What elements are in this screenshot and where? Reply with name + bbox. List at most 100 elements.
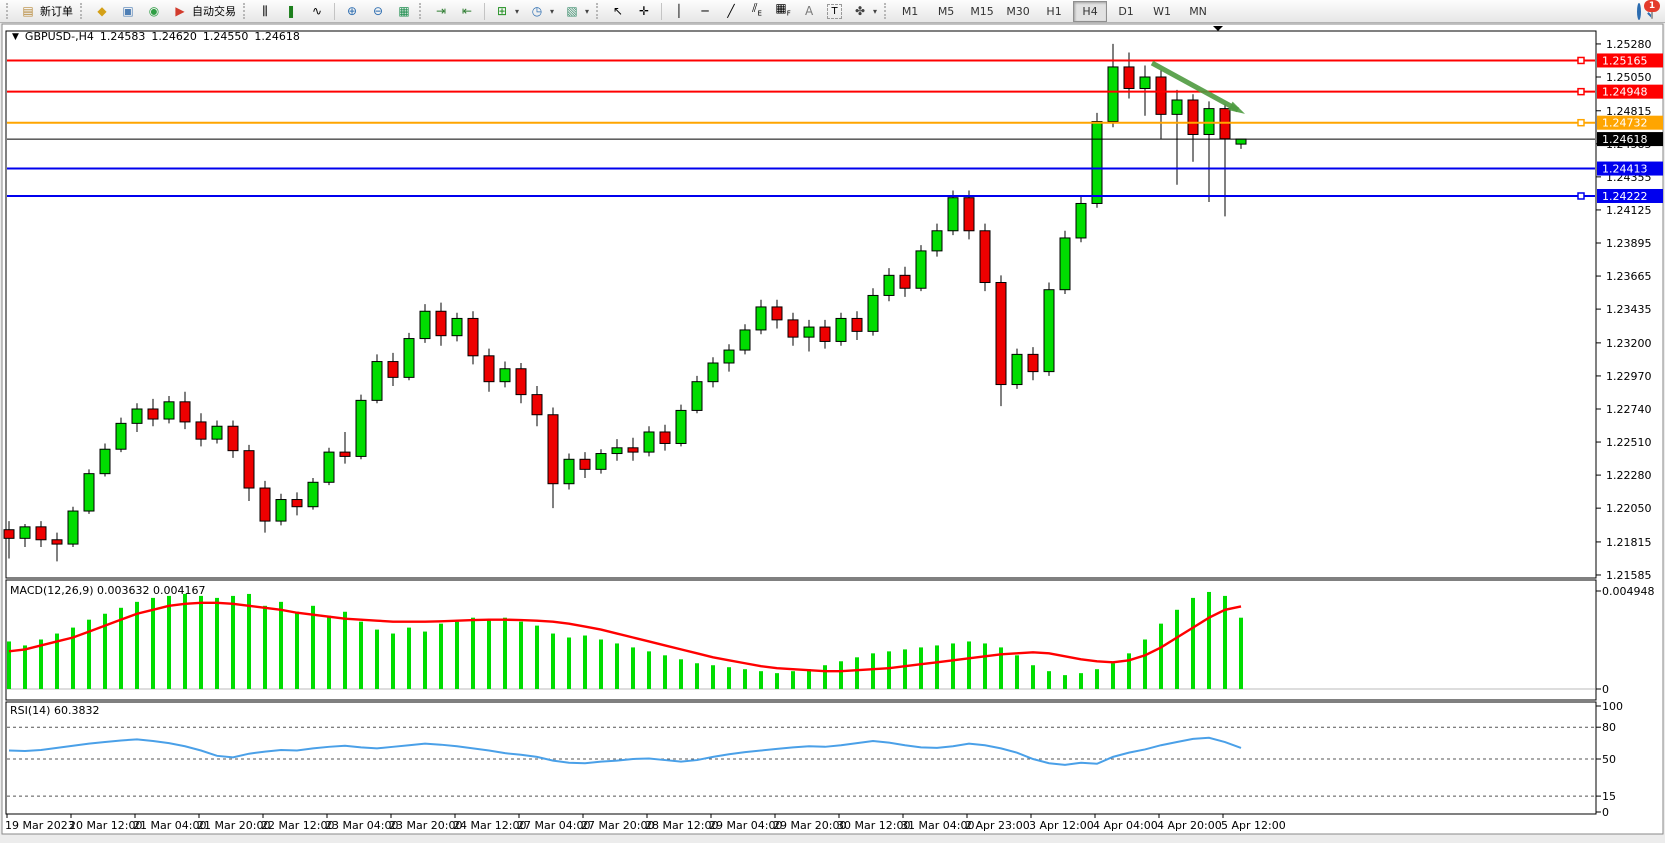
date-tick: 31 Mar 04:00 (901, 819, 974, 832)
terminal-button[interactable]: ▣ (115, 1, 141, 22)
level-price-label: 1.24413 (1602, 163, 1648, 176)
tile-windows-button[interactable]: ▦ (391, 1, 417, 22)
fibonacci-button[interactable]: ▦F (770, 1, 796, 22)
toolbar-grip[interactable] (6, 3, 11, 19)
arrows-button[interactable]: ✤ ▾ (847, 1, 882, 22)
templates-button[interactable]: ▧ ▾ (559, 1, 594, 22)
radar-icon: ◉ (148, 4, 160, 18)
line-chart-icon: ∿ (311, 4, 323, 18)
price-tick: 1.23435 (1606, 303, 1652, 316)
rsi-name: RSI(14) (10, 704, 51, 717)
candlestick-mode-button[interactable]: ❚ (278, 1, 304, 22)
timeframe-button-W1[interactable]: W1 (1153, 4, 1171, 18)
svg-text:100: 100 (1602, 700, 1623, 713)
trendline-button[interactable]: ╱ (718, 1, 744, 22)
autotrading-label: 自动交易 (192, 5, 236, 18)
trend-arrow-annotation (1150, 60, 1240, 113)
autotrading-button[interactable]: ▶ 自动交易 (167, 1, 241, 22)
text-label-button[interactable]: T (822, 1, 847, 22)
new-order-button[interactable]: ▤ 新订单 (15, 1, 78, 22)
notifications-button[interactable]: 1 (1644, 0, 1660, 19)
auto-scroll-button[interactable]: ⇥ (428, 1, 454, 22)
chevron-down-icon: ▾ (585, 6, 590, 16)
toolbar-grip[interactable] (596, 3, 601, 19)
price-tick: 1.22050 (1606, 502, 1652, 515)
symbol-dropdown-icon[interactable]: ▼ (12, 31, 19, 42)
price-tick: 1.21815 (1606, 536, 1652, 549)
svg-text:0.004948: 0.004948 (1602, 585, 1655, 598)
text-label-icon: T (827, 3, 843, 19)
level-price-label: 1.24732 (1602, 117, 1648, 130)
macd-name: MACD(12,26,9) (10, 584, 94, 597)
equidistant-channel-icon: ⫽E (752, 1, 762, 18)
toolbar-separator (484, 2, 485, 20)
price-tick: 1.25280 (1606, 38, 1652, 51)
chart-shift-marker (1213, 26, 1223, 31)
bar-chart-mode-button[interactable]: ⫼ (252, 1, 278, 22)
zoom-out-icon: ⊖ (372, 4, 384, 18)
price-tick: 1.23895 (1606, 237, 1652, 250)
date-tick: 21 Mar 20:00 (197, 819, 270, 832)
macd-label: MACD(12,26,9) 0.003632 0.004167 (10, 584, 206, 597)
price-tick: 1.25050 (1606, 71, 1652, 84)
zoom-out-button[interactable]: ⊖ (365, 1, 391, 22)
periods-button[interactable]: ◷ ▾ (524, 1, 559, 22)
chevron-down-icon: ▾ (550, 6, 555, 16)
new-order-icon: ▤ (22, 4, 34, 18)
equidistant-channel-button[interactable]: ⫽E (744, 1, 770, 22)
date-tick: 3 Apr 12:00 (1029, 819, 1094, 832)
vertical-line-button[interactable]: │ (666, 1, 692, 22)
date-tick: 4 Apr 20:00 (1157, 819, 1222, 832)
zoom-in-button[interactable]: ⊕ (339, 1, 365, 22)
cursor-button[interactable]: ↖ (605, 1, 631, 22)
main-toolbar: ▤ 新订单 ◆ ▣ ◉ ▶ 自动交易 ⫼ ❚ ∿ ⊕ ⊖ ▦ ⇥ (0, 0, 1665, 23)
timeframe-button-M5[interactable]: M5 (937, 4, 955, 18)
date-tick: 29 Mar 04:00 (709, 819, 782, 832)
timeframe-button-MN[interactable]: MN (1189, 4, 1207, 18)
date-tick: 21 Mar 04:00 (133, 819, 206, 832)
price-tick: 1.24125 (1606, 204, 1652, 217)
level-price-label: 1.25165 (1602, 54, 1648, 67)
open-value: 1.24583 (99, 30, 146, 43)
chevron-down-icon: ▾ (515, 6, 520, 16)
bar-chart-icon: ⫼ (262, 4, 268, 18)
tile-windows-icon: ▦ (398, 4, 410, 18)
indicators-button[interactable]: ⊞ ▾ (489, 1, 524, 22)
timeframe-button-M15[interactable]: M15 (970, 4, 994, 18)
macd-signal-value: 0.004167 (153, 584, 206, 597)
crosshair-button[interactable]: ✛ (631, 1, 657, 22)
price-tick: 1.23665 (1606, 270, 1652, 283)
price-tick: 1.23200 (1606, 337, 1652, 350)
line-chart-mode-button[interactable]: ∿ (304, 1, 330, 22)
timeframe-button-H1[interactable]: H1 (1046, 4, 1062, 18)
toolbar-grip[interactable] (243, 3, 248, 19)
timeframe-button-H4[interactable]: H4 (1073, 0, 1108, 22)
toolbar-grip[interactable] (80, 3, 85, 19)
chart-shift-button[interactable]: ⇤ (454, 1, 480, 22)
text-button[interactable]: A (796, 1, 822, 22)
toolbar-grip[interactable] (884, 3, 889, 19)
date-tick: 22 Mar 12:00 (261, 819, 334, 832)
clock-icon: ◷ (531, 4, 543, 18)
horizontal-line-button[interactable]: ─ (692, 1, 718, 22)
high-value: 1.24620 (151, 30, 197, 43)
date-tick: 5 Apr 12:00 (1221, 819, 1286, 832)
search-button[interactable] (1637, 2, 1641, 20)
close-value: 1.24618 (254, 30, 300, 43)
date-tick: 23 Mar 20:00 (389, 819, 462, 832)
date-tick: 28 Mar 12:00 (645, 819, 718, 832)
search-icon (1637, 2, 1641, 20)
macd-signal-line (8, 601, 1242, 673)
timeframe-button-M1[interactable]: M1 (901, 4, 919, 18)
crosshair-icon: ✛ (639, 4, 650, 18)
timeframe-button-D1[interactable]: D1 (1118, 4, 1134, 18)
timeframe-button-M30[interactable]: M30 (1006, 4, 1030, 18)
date-tick: 24 Mar 12:00 (453, 819, 526, 832)
market-watch-button[interactable]: ◆ (89, 1, 115, 22)
trendline-icon: ╱ (727, 4, 735, 18)
strategy-tester-button[interactable]: ◉ (141, 1, 167, 22)
rsi-value: 60.3832 (53, 704, 100, 717)
toolbar-grip[interactable] (419, 3, 424, 19)
macd-main-value: 0.003632 (97, 584, 150, 597)
